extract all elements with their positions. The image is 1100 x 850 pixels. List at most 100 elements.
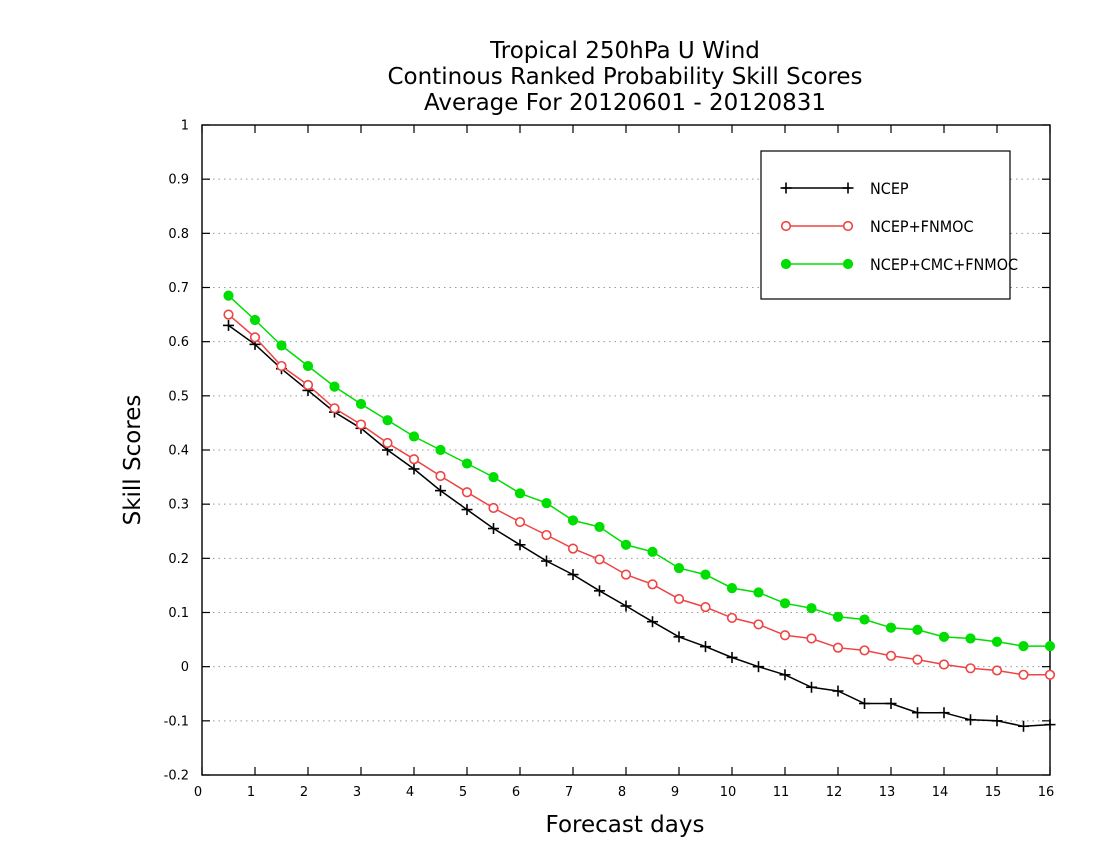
y-tick-label: 0.9 (168, 173, 189, 188)
data-point (779, 598, 791, 609)
x-axis-label: Forecast days (546, 812, 705, 838)
y-tick-label: 0.4 (168, 444, 189, 459)
data-point (806, 633, 817, 644)
data-point (991, 665, 1003, 676)
y-axis-label: Skill Scores (120, 395, 146, 526)
data-point (753, 619, 764, 630)
data-point (541, 555, 552, 567)
data-point (806, 681, 817, 693)
data-point (541, 529, 552, 541)
y-tick-label: 1 (181, 119, 189, 134)
legend-marker (842, 258, 854, 270)
data-point (514, 539, 526, 551)
data-point (779, 630, 791, 641)
data-point (435, 485, 446, 497)
data-point (726, 651, 738, 663)
x-tick-label: 2 (300, 785, 308, 800)
x-tick-label: 11 (773, 785, 790, 800)
data-point (408, 454, 420, 465)
data-point (673, 631, 685, 643)
data-point (1018, 720, 1029, 732)
y-tick-label: 0.2 (168, 552, 189, 567)
y-tick-label: -0.1 (164, 714, 189, 729)
x-tick-label: 9 (671, 785, 679, 800)
data-point (885, 698, 897, 709)
legend-label: NCEP+FNMOC (870, 217, 974, 236)
data-point (620, 569, 632, 580)
data-point (832, 642, 844, 653)
x-tick-label: 16 (1038, 785, 1055, 800)
legend-marker (780, 258, 792, 270)
title-line-2: Continous Ranked Probability Skill Score… (387, 64, 862, 90)
x-tick-label: 7 (565, 785, 573, 800)
series-line (228, 324, 1051, 728)
data-point (408, 431, 420, 442)
series-line (228, 314, 1050, 676)
y-tick-label: 0.7 (168, 281, 189, 296)
x-tick-label: 1 (247, 785, 255, 800)
data-point (912, 654, 923, 665)
x-tick-label: 4 (406, 785, 414, 800)
data-point (885, 622, 897, 633)
data-point (965, 633, 976, 644)
data-point (965, 663, 976, 674)
x-tick-label: 15 (985, 785, 1002, 800)
data-point (700, 569, 711, 580)
y-tick-label: 0.5 (168, 389, 189, 404)
data-point (832, 685, 844, 697)
data-point (461, 458, 473, 469)
data-point (647, 579, 658, 590)
data-point (249, 314, 261, 326)
data-point (647, 546, 658, 557)
axis-ticks: -0.2-0.100.10.20.30.40.50.60.70.80.910 1 2… (164, 119, 1055, 801)
data-point (885, 650, 897, 661)
legend-entry: NCEP (780, 179, 909, 198)
legend-entry: NCEP+CMC+FNMOC (780, 255, 1018, 274)
data-point (753, 587, 764, 598)
data-point (223, 290, 234, 301)
data-point (594, 554, 605, 565)
data-point (488, 523, 499, 535)
data-point (223, 319, 234, 331)
y-tick-label: 0 (181, 660, 189, 675)
data-point (488, 502, 499, 514)
x-tick-label: 14 (932, 785, 949, 800)
data-point (991, 715, 1003, 727)
y-tick-label: 0.6 (168, 335, 189, 350)
data-point (859, 614, 870, 625)
data-point (594, 585, 605, 597)
data-point (673, 593, 685, 605)
x-tick-label: 6 (512, 785, 520, 800)
title-line-3: Average For 20120601 - 20120831 (424, 90, 826, 116)
data-point (938, 707, 950, 719)
data-point (567, 569, 579, 581)
x-tick-label: 10 (720, 785, 737, 800)
data-point (991, 636, 1003, 647)
data-point (276, 360, 287, 372)
y-tick-label: 0.3 (168, 498, 189, 513)
data-point (514, 516, 526, 528)
x-tick-label: 12 (826, 785, 843, 800)
data-point (806, 603, 817, 614)
x-tick-label: 8 (618, 785, 626, 800)
y-tick-label: -0.2 (164, 769, 189, 784)
data-point (355, 419, 367, 430)
data-point (514, 488, 526, 499)
data-point (726, 583, 738, 594)
legend-marker (780, 220, 792, 232)
legend-box (760, 150, 1011, 300)
data-point (223, 309, 234, 320)
y-tick-label: 0.1 (168, 606, 189, 621)
data-point (912, 624, 923, 635)
data-point (541, 497, 552, 509)
data-point (1018, 669, 1029, 680)
data-point (1044, 719, 1056, 731)
data-point (859, 698, 870, 709)
data-point (1044, 640, 1056, 652)
legend-marker (842, 220, 854, 232)
data-point (355, 398, 367, 410)
data-point (435, 470, 446, 482)
legend-label: NCEP+CMC+FNMOC (870, 255, 1018, 274)
data-point (647, 616, 658, 628)
